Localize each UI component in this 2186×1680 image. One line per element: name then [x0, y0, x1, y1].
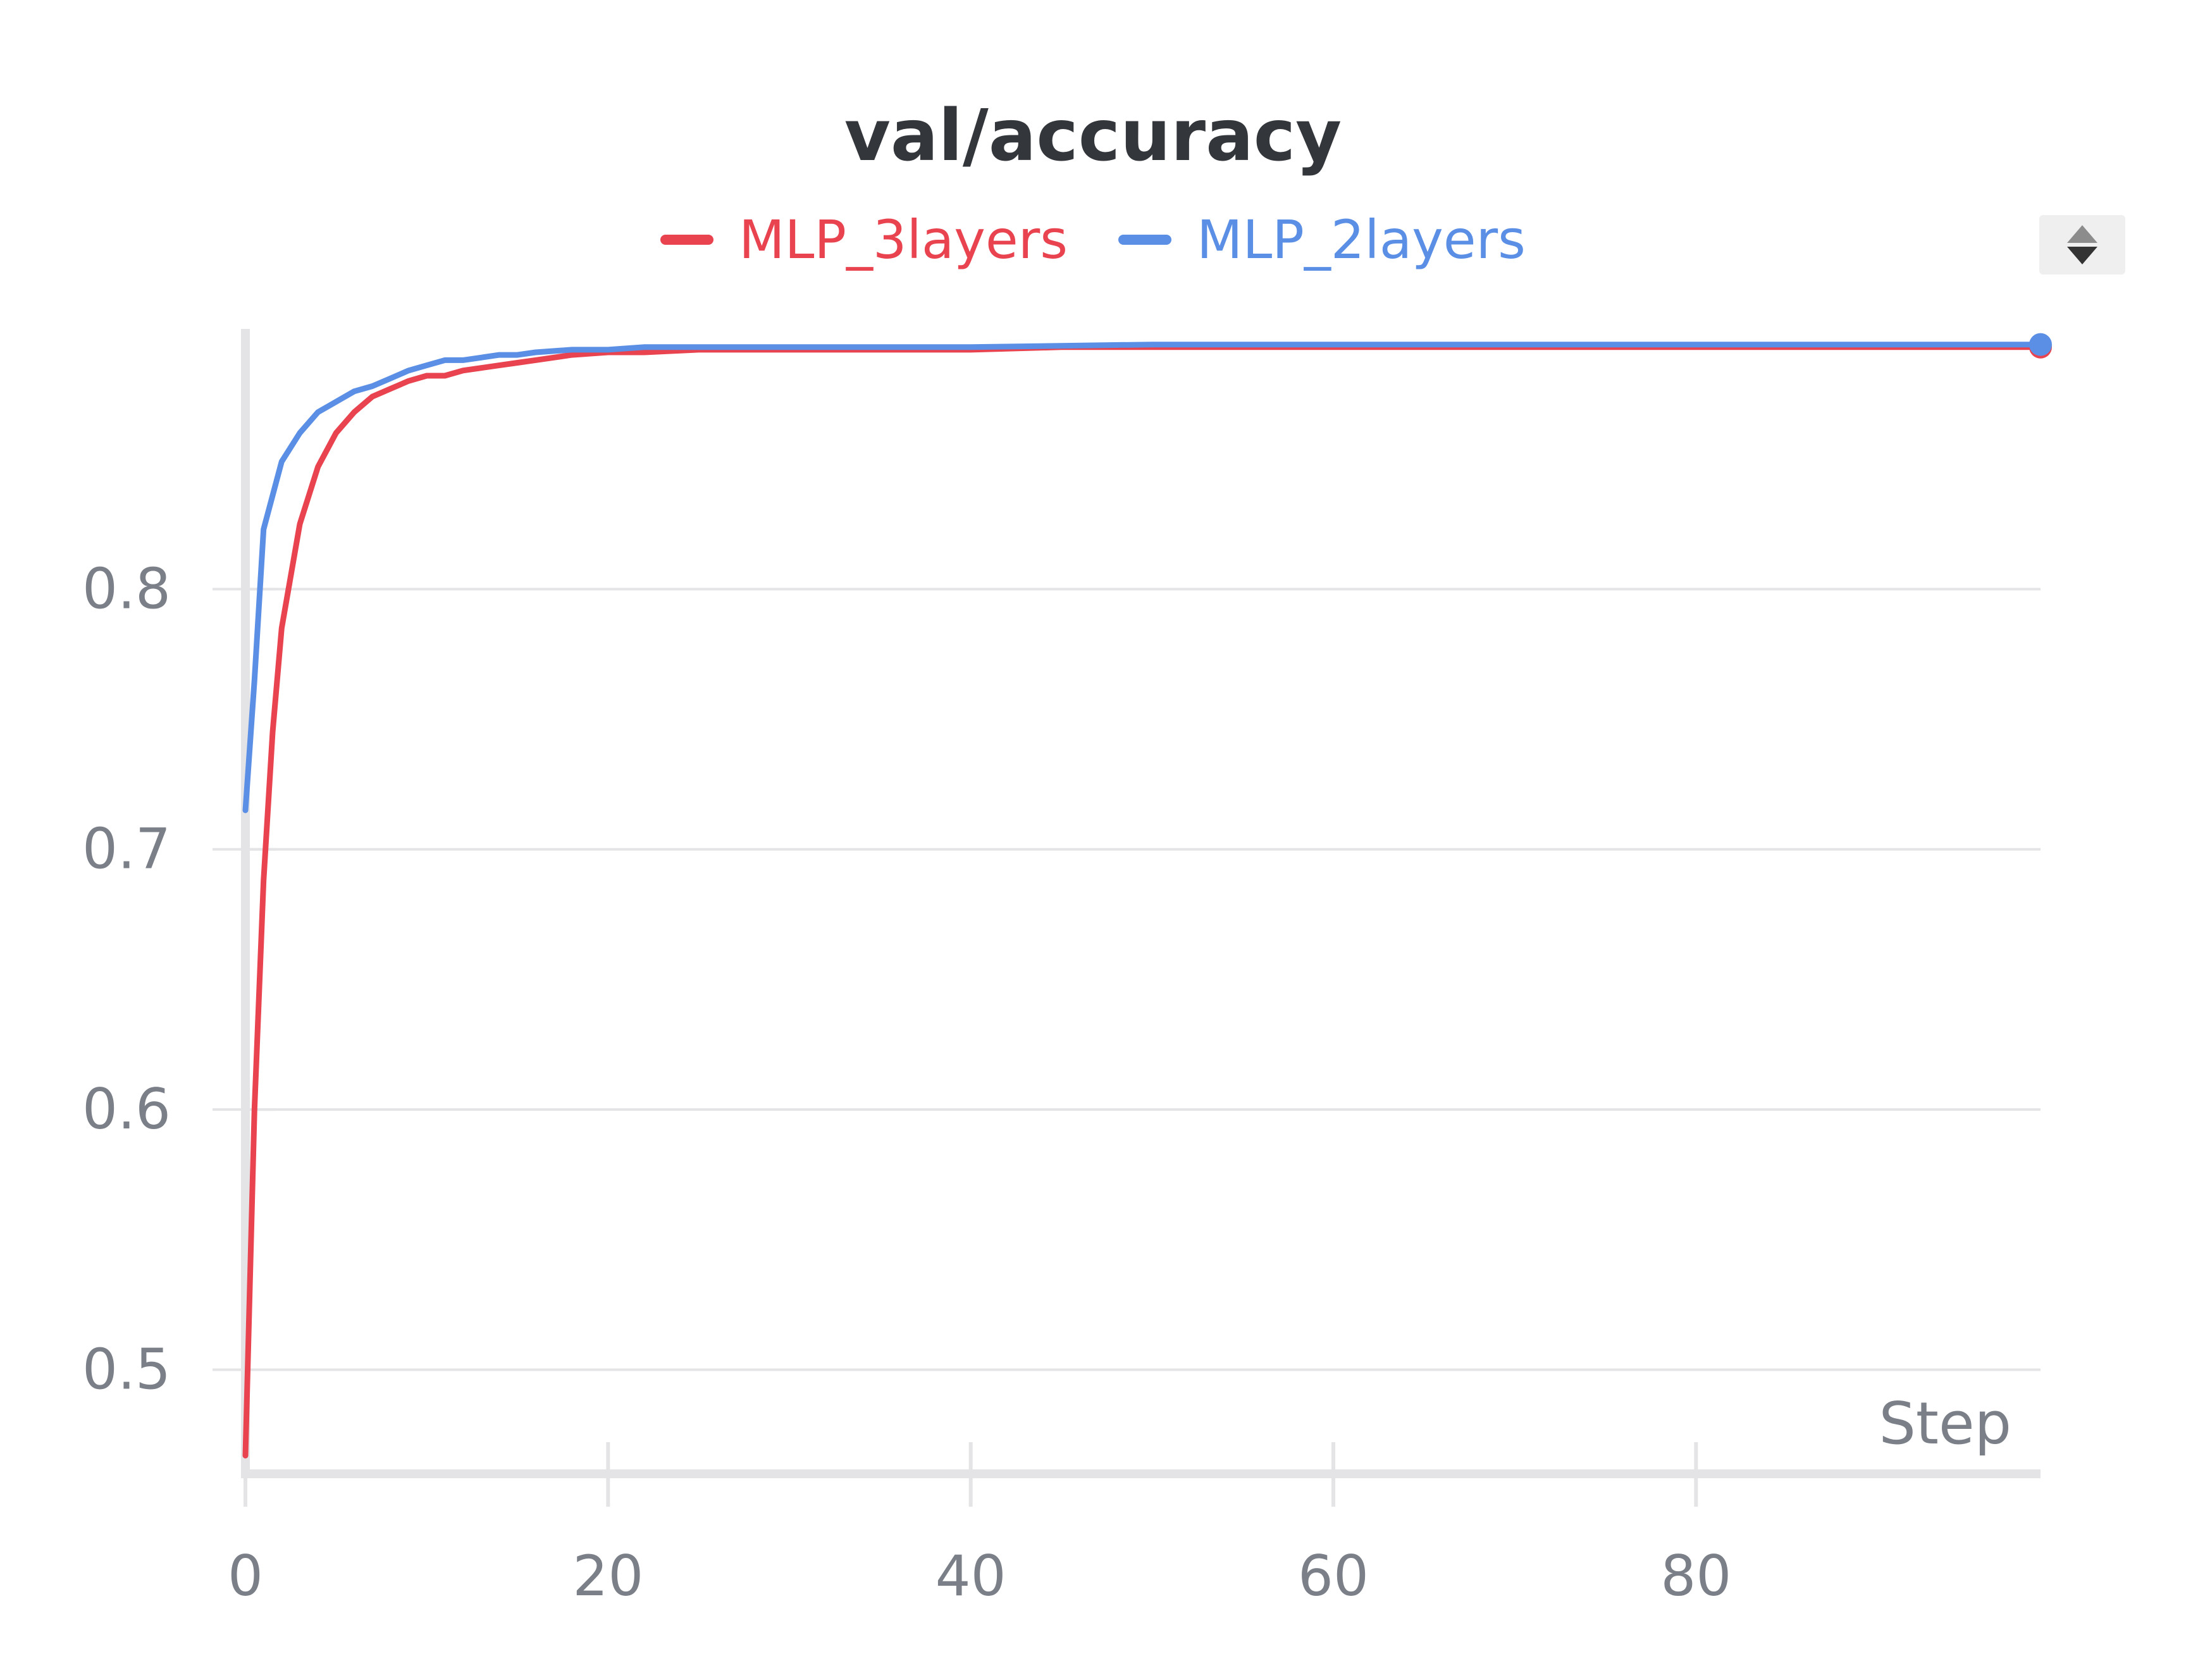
legend-swatch	[1118, 235, 1171, 245]
series-lines	[242, 333, 2052, 1459]
chart-legend: MLP_3layers MLP_2layers	[0, 209, 2186, 271]
legend-item[interactable]: MLP_2layers	[1118, 209, 1526, 271]
x-tick-label: 40	[936, 1543, 1006, 1609]
axes	[241, 329, 2041, 1507]
sort-up-icon[interactable]	[2067, 225, 2097, 243]
legend-item[interactable]: MLP_3layers	[660, 209, 1068, 271]
x-tick-label: 60	[1298, 1543, 1369, 1609]
series-endpoint-MLP_2layers[interactable]	[2029, 333, 2052, 356]
series-line-MLP_3layers	[242, 344, 2044, 1459]
sort-down-icon[interactable]	[2067, 247, 2097, 264]
x-tick-label: 20	[572, 1543, 643, 1609]
legend-label: MLP_2layers	[1197, 209, 1526, 271]
legend-label: MLP_3layers	[739, 209, 1068, 271]
y-tick-label: 0.6	[82, 1077, 171, 1142]
gridlines	[213, 588, 2041, 1371]
legend-swatch	[660, 235, 714, 245]
sort-arrows-icon[interactable]	[2039, 215, 2125, 275]
x-tick-label: 0	[228, 1543, 263, 1609]
x-axis-title: Step	[1879, 1390, 2011, 1457]
series-line-MLP_2layers	[242, 342, 2044, 813]
y-tick-label: 0.8	[82, 556, 171, 621]
x-tick-label: 80	[1660, 1543, 1731, 1609]
y-tick-label: 0.7	[82, 817, 171, 882]
tick-labels: 0.5 0.6 0.7 0.8 0 20 40 60 80 Step	[82, 556, 2011, 1609]
y-tick-label: 0.5	[82, 1337, 171, 1402]
chart-title: val/accuracy	[844, 95, 1342, 177]
